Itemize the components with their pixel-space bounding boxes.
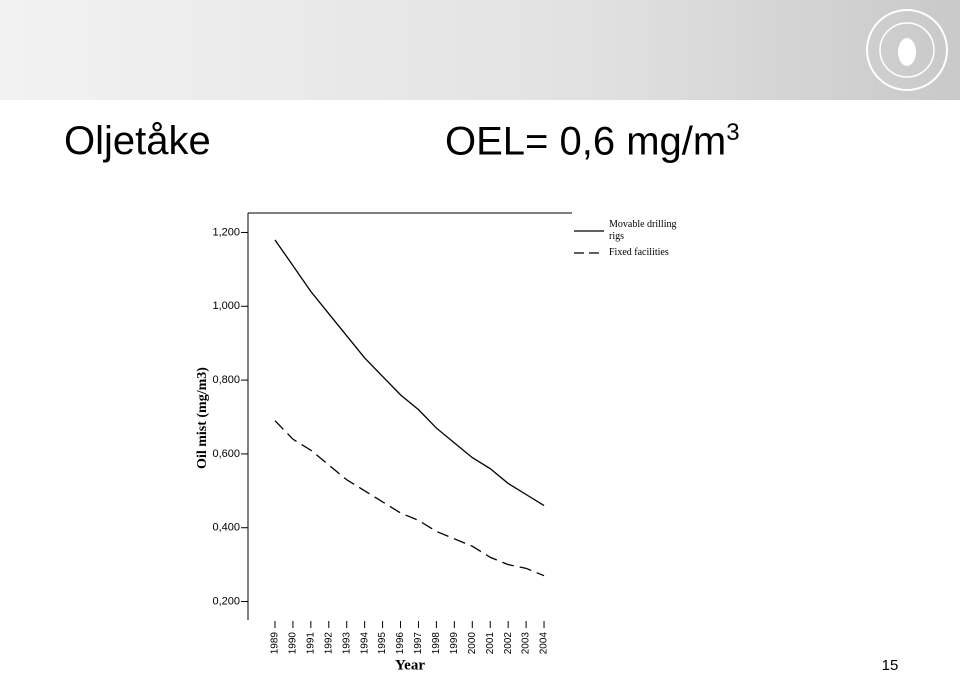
x-tick-label: 1995 — [377, 632, 388, 655]
x-axis-label: Year — [395, 657, 425, 673]
x-tick-label: 1990 — [288, 632, 299, 655]
y-tick-label: 1,000 — [212, 300, 240, 312]
y-tick-label: 0,200 — [212, 595, 240, 607]
page-number: 15 — [882, 657, 899, 673]
slide-title: Oljetåke — [64, 119, 211, 163]
legend-label: Movable drilling rigs — [609, 219, 677, 242]
x-tick-label: 2004 — [539, 632, 550, 655]
logo — [866, 9, 948, 91]
oel-text: OEL= 0,6 mg/m3 — [445, 119, 740, 164]
x-tick-label: 1992 — [323, 632, 334, 655]
y-tick-label: 1,200 — [212, 226, 240, 238]
legend-label: Fixed facilities — [609, 247, 669, 258]
oel-main: OEL= 0,6 mg/m — [445, 119, 727, 164]
oel-sup: 3 — [726, 119, 740, 146]
x-tick-label: 1998 — [431, 632, 442, 655]
x-tick-label: 1996 — [395, 632, 406, 655]
x-tick-label: 2002 — [503, 632, 514, 655]
y-tick-label: 0,800 — [212, 374, 240, 386]
x-tick-label: 1997 — [413, 632, 424, 655]
x-tick-label: 1991 — [305, 632, 316, 655]
x-tick-label: 2003 — [521, 632, 532, 655]
x-tick-label: 1989 — [270, 632, 281, 655]
x-tick-label: 1999 — [449, 632, 460, 655]
y-axis-label: Oil mist (mg/m3) — [195, 367, 210, 469]
x-tick-label: 1993 — [341, 632, 352, 655]
line — [274, 239, 545, 507]
x-tick-label: 1994 — [359, 632, 370, 655]
x-tick-label: 2001 — [485, 632, 496, 655]
header-band — [0, 0, 960, 100]
y-tick-label: 0,400 — [212, 522, 240, 534]
x-tick-label: 2000 — [467, 632, 478, 655]
y-tick-label: 0,600 — [212, 448, 240, 460]
line — [274, 420, 545, 577]
